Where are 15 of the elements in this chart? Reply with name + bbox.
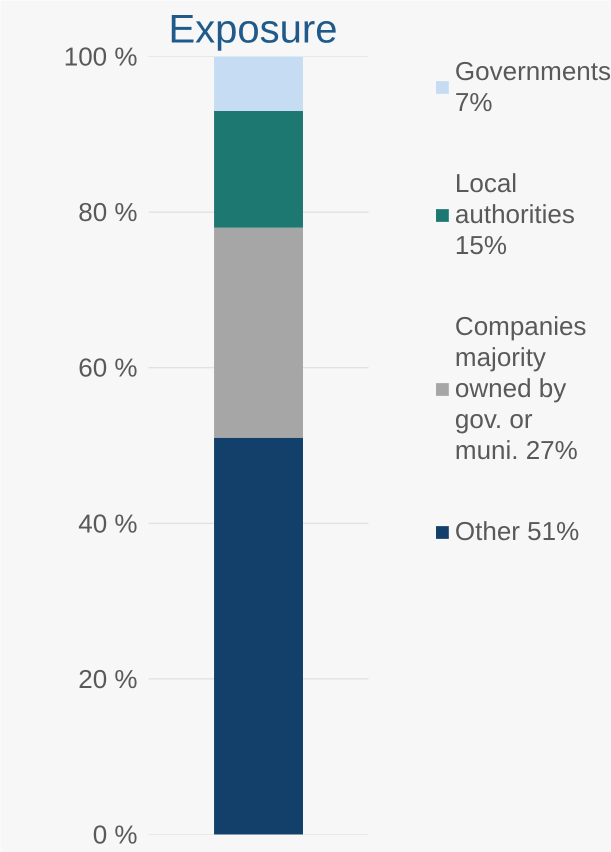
chart-title: Exposure (168, 8, 338, 52)
bar (214, 438, 303, 834)
bar (214, 56, 303, 111)
y-tick-label: 100 % (64, 42, 138, 72)
y-tick-label: 60 % (78, 352, 138, 383)
y-tick-label: 80 % (78, 197, 138, 228)
bar (214, 228, 303, 438)
legend-label: Other 51% (454, 516, 580, 547)
y-tick-label: 20 % (78, 664, 138, 694)
y-tick-label: 0 % (92, 820, 138, 850)
bar (214, 110, 303, 228)
y-tick-label: 40 % (78, 508, 138, 538)
legend-label: Local authorities 15% (454, 168, 575, 261)
legend-label: Companies majority owned by gov. or muni. 27% (454, 311, 586, 466)
legend-label: Governments 7% (454, 56, 611, 118)
